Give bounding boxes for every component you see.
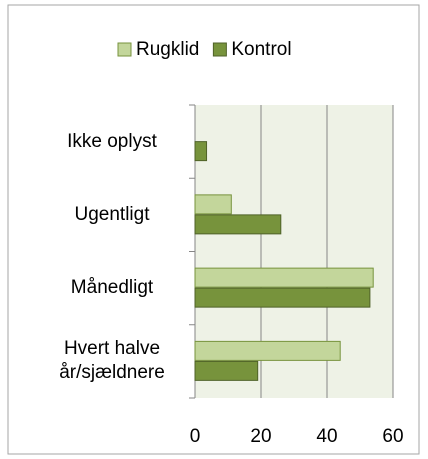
bar	[194, 360, 259, 381]
y-tick-label: Månedligt	[70, 277, 154, 299]
bar	[194, 141, 208, 162]
bar	[194, 287, 371, 308]
bar	[194, 194, 232, 215]
y-tick-label: Hvert halve år/sjældnere	[59, 338, 165, 384]
legend-label: Kontrol	[231, 39, 291, 60]
bar	[194, 214, 282, 235]
legend-swatch	[117, 42, 132, 57]
bar	[194, 267, 374, 288]
x-tick-label: 40	[316, 426, 337, 447]
legend-label: Rugklid	[136, 39, 199, 60]
legend-swatch	[212, 42, 227, 57]
x-tick-label: 20	[250, 426, 271, 447]
x-tick-label: 0	[190, 426, 201, 447]
x-tick-label: 60	[382, 426, 403, 447]
y-tick-label: Ugentligt	[74, 203, 150, 225]
bar	[194, 340, 341, 361]
y-tick-label: Ikke oplyst	[67, 130, 157, 152]
